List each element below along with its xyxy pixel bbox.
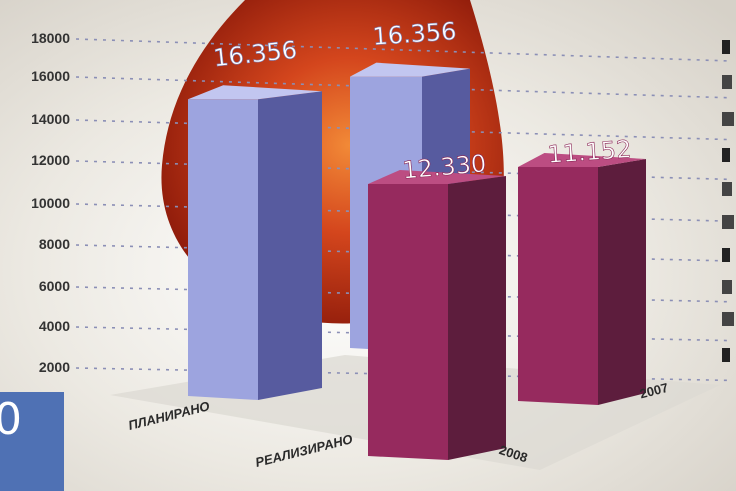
cropped-text-fragment — [722, 248, 730, 262]
y-tick-label: 14000 — [31, 111, 70, 127]
cropped-text-fragment — [722, 40, 730, 54]
y-tick-label: 12000 — [31, 152, 70, 168]
cropped-text-fragment — [722, 280, 732, 294]
data-label-realizirano-2007: 11.152 — [547, 135, 633, 169]
cropped-text-fragment — [722, 148, 730, 162]
bar-realizirano-2007-side — [598, 159, 646, 405]
bar-planirano-2008 — [188, 85, 322, 401]
cropped-text-fragment — [722, 348, 730, 362]
gridline — [75, 38, 731, 62]
data-label-planirano-2007: 16.356 — [372, 17, 458, 51]
y-tick-label: 8000 — [39, 236, 70, 252]
bar-realizirano-2007-top — [518, 153, 646, 167]
badge-text: 0 — [0, 394, 22, 445]
bar-realizirano-2008 — [368, 170, 506, 460]
bar-realizirano-2007-front — [518, 167, 598, 405]
bar-realizirano-2008-side — [448, 176, 506, 460]
y-tick-label: 4000 — [39, 318, 70, 334]
gridline — [75, 160, 731, 181]
cropped-text-fragment — [722, 112, 734, 126]
cropped-text-fragment — [722, 215, 734, 229]
y-tick-label: 16000 — [31, 68, 70, 84]
gridline — [75, 244, 731, 262]
bar-planirano-2007-top — [350, 62, 470, 77]
gridline — [75, 326, 731, 342]
bar-planirano-2008-side — [258, 91, 322, 401]
gridline — [75, 76, 731, 99]
page-number-badge: 0 — [0, 392, 64, 491]
y-axis-ticks: 18000 16000 14000 12000 10000 8000 6000 … — [31, 30, 70, 375]
bar-planirano-2008-front — [188, 99, 258, 401]
gridline — [75, 367, 731, 382]
y-tick-label: 10000 — [31, 195, 70, 211]
y-tick-label: 2000 — [39, 359, 70, 375]
series-label-2007: 2007 — [638, 380, 670, 402]
bar-planirano-2008-top — [188, 85, 322, 100]
gridline — [75, 119, 731, 141]
bar-realizirano-2007 — [518, 153, 646, 405]
cropped-text-fragment — [722, 75, 732, 89]
gridline — [75, 203, 731, 222]
gridlines — [75, 38, 731, 382]
cropped-text-fragment — [722, 312, 734, 326]
y-tick-label: 6000 — [39, 278, 70, 294]
y-tick-label: 18000 — [31, 30, 70, 46]
gridline — [75, 286, 731, 303]
bars — [188, 62, 646, 460]
cropped-text-fragment — [722, 182, 732, 196]
bar-realizirano-2008-top — [368, 170, 506, 184]
bar-realizirano-2008-front — [368, 184, 448, 460]
cropped-side-text — [722, 30, 736, 370]
